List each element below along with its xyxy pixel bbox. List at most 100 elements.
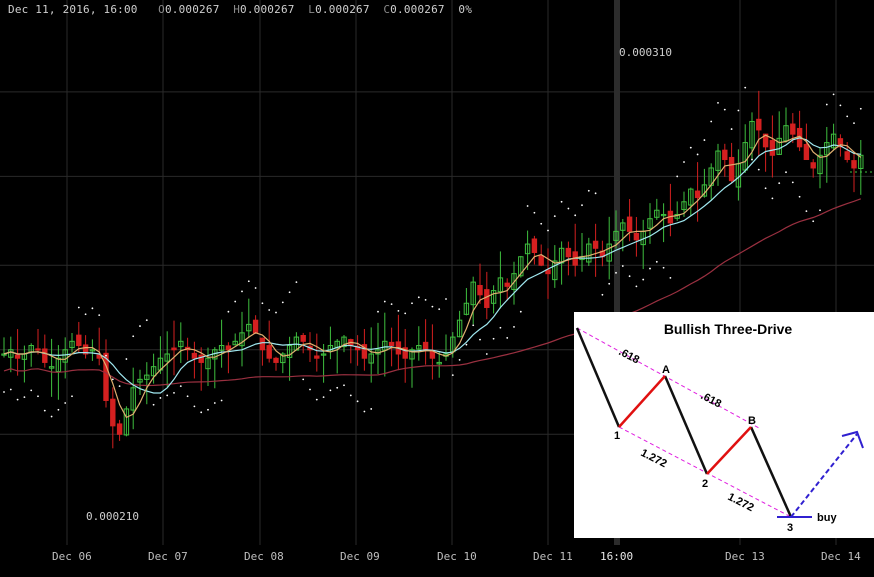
candle-body bbox=[144, 374, 150, 380]
candle-body bbox=[511, 273, 517, 291]
sar-dot bbox=[336, 386, 339, 389]
candle-body bbox=[69, 340, 75, 349]
sar-dot bbox=[635, 285, 638, 288]
sar-dot bbox=[696, 153, 699, 156]
sar-dot bbox=[547, 229, 549, 232]
sar-dot bbox=[16, 398, 19, 401]
sar-dot bbox=[186, 395, 189, 398]
candle-body bbox=[769, 140, 776, 156]
sar-dot bbox=[64, 402, 67, 404]
sar-dot bbox=[118, 385, 121, 388]
label-2: 2 bbox=[702, 478, 708, 490]
sar-dot bbox=[608, 282, 611, 285]
candle-body bbox=[586, 243, 592, 263]
candle-body bbox=[756, 118, 762, 131]
candle-body bbox=[858, 154, 864, 169]
candle-body bbox=[239, 332, 245, 347]
candle-body bbox=[62, 349, 68, 363]
sar-dot bbox=[295, 281, 298, 284]
diagram-title: Bullish Three-Drive bbox=[664, 321, 793, 337]
candle-body bbox=[286, 345, 293, 358]
sar-dot bbox=[825, 103, 828, 106]
candle-body bbox=[552, 260, 558, 281]
candle-body bbox=[82, 344, 89, 355]
sar-dot bbox=[98, 314, 101, 316]
sar-dot bbox=[431, 305, 434, 308]
legend-l-label: L bbox=[308, 3, 316, 16]
candle-body bbox=[198, 354, 204, 363]
candle-body bbox=[55, 357, 62, 372]
legend-open: 0.000267 bbox=[164, 3, 220, 16]
upper-guide-line bbox=[576, 327, 760, 429]
sar-dot bbox=[43, 409, 46, 412]
sar-dot bbox=[764, 187, 767, 190]
moving-averages bbox=[3, 134, 862, 419]
candle-body bbox=[416, 345, 422, 350]
candle-body bbox=[361, 344, 368, 359]
sar-dot bbox=[207, 408, 209, 411]
low-annotation: 0.000210 bbox=[86, 510, 139, 523]
sar-dot bbox=[241, 290, 243, 293]
sar-dot bbox=[105, 354, 107, 357]
ohlc-legend: Dec 11, 2016, 16:00 O0.000267 H0.000267 … bbox=[8, 3, 472, 16]
candle-body bbox=[266, 345, 272, 359]
sar-dot bbox=[37, 395, 39, 398]
candle-body bbox=[409, 349, 415, 360]
candle-body bbox=[252, 319, 259, 334]
sar-dot bbox=[791, 181, 794, 184]
sar-dot bbox=[601, 293, 604, 296]
candle-body bbox=[830, 133, 837, 149]
candle-body bbox=[613, 230, 619, 241]
sar-dot bbox=[247, 280, 250, 283]
candle-body bbox=[565, 247, 572, 258]
candle-body bbox=[688, 188, 694, 206]
sar-dot bbox=[465, 343, 468, 346]
sar-dot bbox=[288, 291, 291, 294]
x-tick-dec08: Dec 08 bbox=[244, 550, 284, 563]
sar-dot bbox=[152, 403, 155, 406]
candle-body bbox=[178, 340, 184, 348]
ma-long-line bbox=[3, 198, 862, 387]
sar-dot bbox=[84, 313, 87, 316]
sar-dot bbox=[173, 391, 175, 394]
sar-dot bbox=[91, 307, 94, 310]
legend-high: 0.000267 bbox=[240, 3, 295, 16]
candle-body bbox=[218, 345, 225, 351]
sar-dot bbox=[349, 394, 352, 397]
x-tick-dec14: Dec 14 bbox=[821, 550, 861, 563]
candle-body bbox=[497, 277, 504, 293]
legend-date: Dec 11, 2016, 16:00 bbox=[8, 3, 138, 16]
candle-body bbox=[484, 289, 490, 308]
x-tick-dec07: Dec 07 bbox=[148, 550, 188, 563]
candle-body bbox=[110, 398, 116, 427]
candle-body bbox=[620, 222, 626, 231]
sar-dot bbox=[159, 397, 162, 399]
candle-body bbox=[123, 408, 130, 436]
candle-body bbox=[762, 133, 769, 148]
label-b: B bbox=[748, 415, 756, 427]
sar-dot bbox=[220, 399, 223, 402]
candle-body bbox=[477, 285, 483, 296]
sar-dot bbox=[832, 93, 835, 96]
sar-dot bbox=[574, 214, 577, 217]
sar-dot bbox=[771, 197, 774, 200]
sar-dot bbox=[261, 302, 264, 305]
sar-dot bbox=[846, 115, 849, 118]
sar-dot bbox=[179, 385, 182, 388]
candle-body bbox=[137, 378, 143, 383]
candle-body bbox=[715, 150, 721, 171]
sar-dot bbox=[859, 107, 862, 110]
sar-dot bbox=[513, 326, 515, 328]
sar-dot bbox=[50, 415, 53, 418]
sar-dot bbox=[757, 168, 760, 171]
sar-dot bbox=[125, 358, 128, 360]
candle-body bbox=[817, 154, 823, 175]
sar-dot bbox=[689, 146, 692, 149]
x-tick-dec10: Dec 10 bbox=[437, 550, 477, 563]
sar-dot bbox=[370, 408, 373, 410]
candle-body bbox=[810, 162, 816, 169]
candle-body bbox=[851, 160, 857, 169]
candle-body bbox=[225, 345, 232, 351]
sar-dot bbox=[642, 278, 645, 281]
